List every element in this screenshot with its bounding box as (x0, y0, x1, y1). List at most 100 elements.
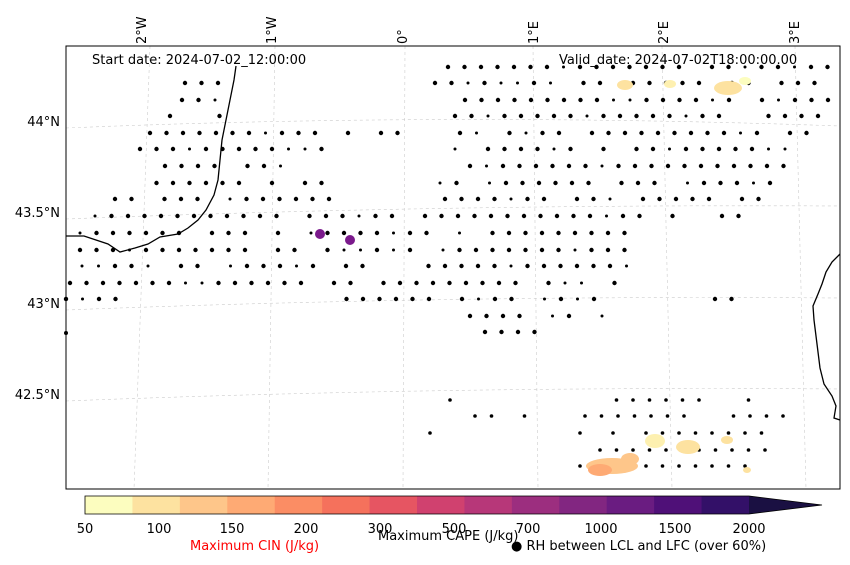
rh-dot (677, 431, 681, 435)
rh-dot (667, 113, 672, 119)
rh-dot (644, 97, 649, 103)
rh-dot (230, 130, 235, 136)
rh-dot (482, 80, 487, 86)
rh-dot (216, 280, 221, 286)
rh-dot (462, 64, 467, 70)
rh-dot (799, 113, 804, 119)
rh-dot (777, 98, 780, 102)
rh-dot (360, 296, 366, 302)
rh-dot (664, 448, 668, 452)
rh-dot (553, 180, 558, 186)
rh-dot (631, 398, 635, 402)
rh-dot (521, 213, 527, 219)
rh-dot (561, 97, 567, 103)
rh-dot (634, 146, 639, 152)
lon-label-2w: 2°W (135, 16, 150, 44)
cape-colorbar (84, 495, 823, 515)
rh-dot (188, 147, 191, 151)
rh-dot (307, 213, 312, 219)
rh-dot (541, 196, 547, 202)
rh-dot (486, 114, 490, 118)
rh-dot (208, 213, 213, 219)
rh-dot (509, 296, 514, 302)
rh-dot (164, 130, 169, 136)
rh-dot (683, 146, 689, 152)
rh-dot (175, 213, 180, 219)
rh-dot (587, 213, 593, 219)
rh-dot (80, 264, 84, 268)
rh-dot (310, 196, 315, 202)
rh-dot (598, 448, 602, 452)
rh-dot (178, 196, 184, 202)
rh-dot (96, 296, 102, 302)
rh-dot (326, 196, 332, 202)
rh-dot (209, 247, 215, 253)
rh-dot (531, 80, 537, 86)
rh-dot (578, 464, 582, 468)
rh-dot (578, 431, 582, 435)
rh-dot (712, 296, 718, 302)
rh-dot (631, 448, 635, 452)
rh-dot (566, 163, 572, 169)
rh-dot (467, 163, 473, 169)
rh-dot (265, 280, 271, 286)
rh-dot (541, 263, 547, 269)
rh-dot (220, 180, 225, 186)
rh-dot (640, 196, 646, 202)
rh-dot (748, 163, 753, 169)
rh-dot (392, 231, 395, 235)
rh-dot (739, 131, 742, 135)
rh-dot (660, 64, 665, 70)
rh-dot (558, 296, 564, 302)
valid-date-label: Valid_date: 2024-07-02T18:00:00.00 (559, 53, 798, 68)
rh-dot (670, 213, 675, 219)
colorbar-swatch (701, 496, 750, 514)
rh-dot (344, 296, 349, 302)
rh-dot (110, 230, 116, 236)
rh-dot (215, 80, 221, 86)
rh-dot (599, 414, 604, 418)
colorbar-swatch (559, 496, 608, 514)
rh-dot (212, 163, 217, 169)
rh-dot (680, 80, 685, 86)
rh-dot (150, 280, 155, 286)
map-frame (65, 45, 841, 490)
rh-dot (550, 163, 555, 169)
rh-dot (635, 180, 641, 186)
rh-dot (331, 280, 337, 286)
rh-dot (374, 230, 380, 236)
rh-dot (808, 64, 814, 70)
rh-dot (184, 281, 187, 285)
rh-dot (767, 180, 773, 186)
rh-dot (764, 414, 769, 418)
rh-dot (523, 230, 528, 236)
rh-dot (779, 80, 784, 86)
rh-dot (378, 130, 384, 136)
rh-dot (665, 414, 670, 418)
rh-dot (535, 146, 540, 152)
rh-dot (600, 314, 604, 318)
lat-label-42-5: 42.5°N (14, 388, 60, 403)
rh-dot (647, 398, 652, 402)
rh-dot (445, 64, 451, 70)
coastline (66, 65, 841, 421)
rh-dot (224, 213, 230, 219)
rh-dot (449, 80, 454, 86)
rh-dot (392, 248, 395, 252)
rh-dot (236, 180, 242, 186)
rh-dot (195, 263, 200, 269)
rh-dot (730, 448, 734, 452)
rh-dot (612, 280, 617, 286)
rh-dot (664, 398, 668, 402)
rh-dot (660, 431, 665, 435)
rh-dot (112, 263, 118, 269)
rh-dot (275, 247, 281, 253)
rh-dot (457, 130, 463, 136)
rh-dot (245, 163, 250, 169)
rh-dot (410, 296, 415, 302)
rh-dot (515, 329, 521, 335)
rh-dot (680, 398, 685, 402)
rh-dot (257, 213, 263, 219)
rh-dot (477, 297, 480, 301)
rh-dot (432, 80, 438, 86)
